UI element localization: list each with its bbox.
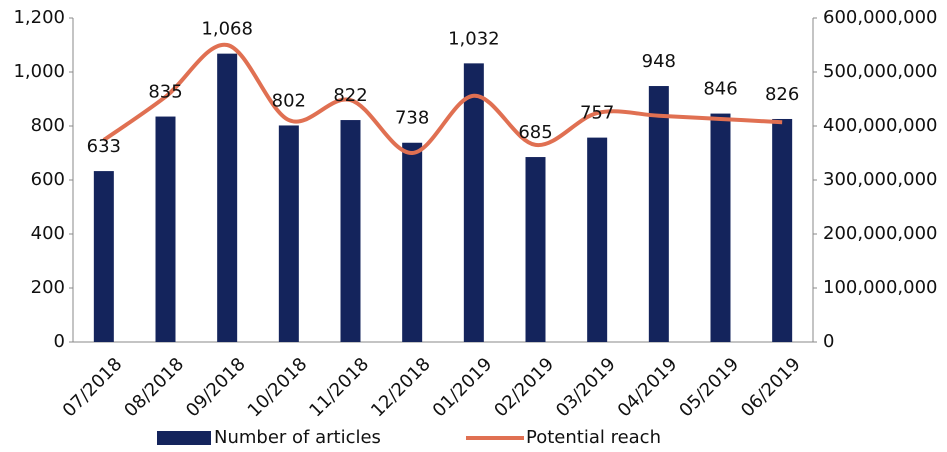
- x-tick-label: 10/2018: [244, 354, 312, 422]
- y-tick-label: 400: [31, 223, 65, 244]
- y2-tick-label: 200,000,000: [823, 223, 938, 244]
- bar: [648, 86, 669, 342]
- bar: [402, 142, 423, 342]
- y2-tick-label: 400,000,000: [823, 115, 938, 136]
- x-tick-label: 11/2018: [305, 354, 373, 422]
- data-label: 633: [87, 136, 121, 157]
- legend-swatch: [157, 431, 211, 445]
- y-tick-label: 0: [54, 331, 65, 352]
- bar: [278, 125, 299, 343]
- y2-tick-label: 500,000,000: [823, 61, 938, 82]
- bar: [525, 157, 546, 342]
- x-tick-label: 12/2018: [367, 354, 435, 422]
- bar: [93, 171, 114, 342]
- legend-label: Number of articles: [214, 427, 381, 448]
- bar: [587, 137, 608, 342]
- data-label: 685: [518, 122, 552, 143]
- y-tick-label: 800: [31, 115, 65, 136]
- data-label: 738: [395, 108, 429, 129]
- bar: [340, 120, 361, 342]
- data-label: 835: [148, 82, 182, 103]
- x-tick-label: 03/2019: [552, 354, 620, 422]
- x-tick-label: 04/2019: [614, 354, 682, 422]
- y-tick-label: 1,200: [13, 7, 65, 28]
- data-label: 822: [333, 85, 367, 106]
- y2-tick-label: 100,000,000: [823, 277, 938, 298]
- data-label: 948: [642, 51, 676, 72]
- y-tick-label: 600: [31, 169, 65, 190]
- bar: [217, 53, 238, 342]
- legend-label: Potential reach: [526, 427, 661, 448]
- x-tick-label: 08/2018: [120, 354, 188, 422]
- bar: [710, 113, 731, 342]
- line: [102, 42, 783, 156]
- x-tick-label: 09/2018: [182, 354, 250, 422]
- y2-tick-label: 600,000,000: [823, 7, 938, 28]
- data-label: 1,032: [448, 28, 500, 49]
- bar: [155, 116, 176, 342]
- x-tick-label: 07/2018: [59, 354, 127, 422]
- data-label: 757: [580, 103, 614, 124]
- x-tick-label: 05/2019: [675, 354, 743, 422]
- data-label: 846: [703, 79, 737, 100]
- bar: [463, 63, 484, 343]
- data-label: 826: [765, 84, 799, 105]
- y2-tick-label: 300,000,000: [823, 169, 938, 190]
- bar: [772, 118, 793, 342]
- y-tick-label: 1,000: [13, 61, 65, 82]
- x-tick-label: 06/2019: [737, 354, 805, 422]
- x-tick-label: 01/2019: [429, 354, 497, 422]
- data-label: 802: [272, 90, 306, 111]
- y-tick-label: 200: [31, 277, 65, 298]
- data-label: 1,068: [201, 19, 253, 40]
- x-tick-label: 02/2019: [490, 354, 558, 422]
- y2-tick-label: 0: [823, 331, 834, 352]
